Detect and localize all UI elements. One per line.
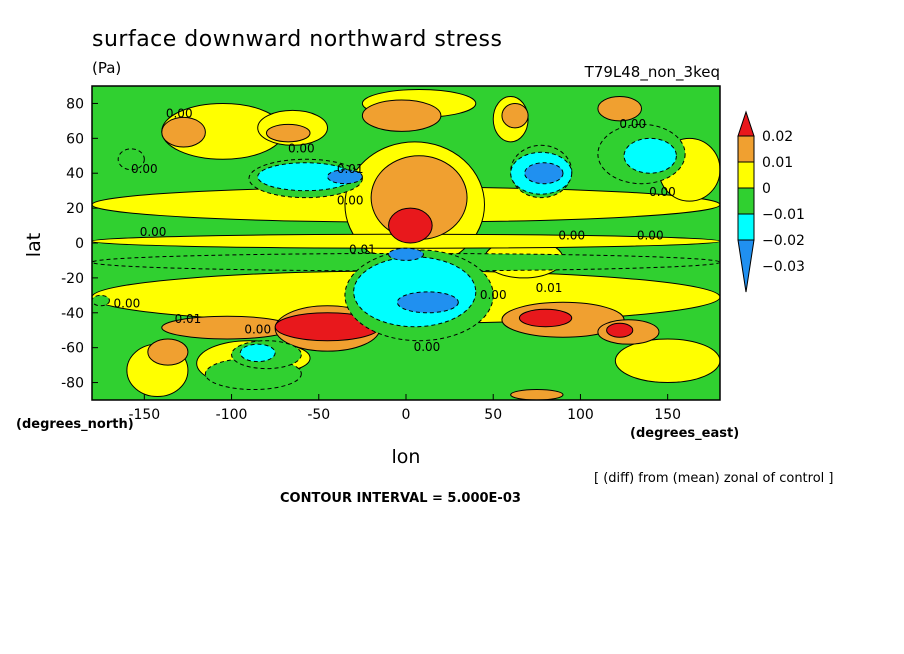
contour-region-31 (606, 322, 634, 338)
contour-interval: CONTOUR INTERVAL = 5.000E-03 (280, 491, 521, 506)
y-tick-label-2: 40 (66, 166, 84, 182)
colorbar-label-4: −0.02 (762, 233, 805, 249)
contour-label-3: 0.01 (337, 162, 364, 176)
y-tick-label-0: 80 (66, 96, 84, 112)
colorbar-label-2: 0 (762, 181, 771, 197)
x-tick-label-2: -50 (307, 407, 330, 423)
contour-region-45 (623, 137, 677, 174)
colorbar-top-arrow (737, 110, 755, 137)
y-tick-label-7: -60 (61, 341, 84, 357)
contour-label-6: 0.00 (558, 229, 585, 243)
contour-region-34 (396, 291, 459, 314)
contour-region-37 (239, 343, 276, 363)
colorbar-swatch-3 (737, 187, 755, 215)
contour-region-25 (501, 102, 529, 129)
y-units-label: (degrees_north) (16, 417, 134, 432)
colorbar-label-0: 0.02 (762, 129, 793, 145)
contour-region-27 (510, 389, 564, 400)
contour-region-5 (614, 338, 720, 384)
contour-region-17 (147, 338, 189, 366)
contour-region-22 (161, 116, 206, 148)
x-axis-label: lon (392, 446, 421, 468)
contour-region-26 (597, 95, 643, 122)
contour-region-24 (361, 99, 442, 132)
contour-label-2: 0.00 (288, 141, 315, 155)
chart-title: surface downward northward stress (92, 27, 502, 52)
contour-region-47 (92, 294, 110, 307)
contour-label-1: 0.00 (131, 162, 158, 176)
y-tick-label-4: 0 (75, 236, 84, 252)
x-tick-label-0: -150 (128, 407, 160, 423)
x-tick-label-5: 100 (567, 407, 594, 423)
contour-field (92, 86, 720, 400)
x-tick-label-3: 0 (402, 407, 411, 423)
y-axis-label: lat (23, 233, 45, 257)
x-tick-label-1: -100 (216, 407, 248, 423)
y-tick-label-5: -20 (61, 271, 84, 287)
y-axis: 80 60 40 20 0 -20 -40 -60 -80 (61, 96, 98, 392)
run-label: T79L48_non_3keq (584, 63, 720, 82)
y-tick-label-6: -40 (61, 306, 84, 322)
contour-region-46 (117, 148, 145, 171)
colorbar-label-3: −0.01 (762, 207, 805, 223)
contour-region-35 (388, 247, 424, 261)
colorbar: 0.02 0.01 0 −0.01 −0.02 −0.03 (737, 110, 805, 293)
x-axis: -150 -100 -50 0 50 100 150 (128, 394, 681, 423)
x-tick-label-4: 50 (484, 407, 502, 423)
colorbar-bottom-arrow (737, 239, 755, 293)
colorbar-swatch-2 (737, 161, 755, 189)
diff-note: [ (diff) from (mean) zonal of control ] (594, 471, 833, 486)
contour-label-4: 0.00 (337, 194, 364, 208)
contour-labels: 0.00 0.00 0.00 0.01 0.00 0.00 0.00 0.00 0.00 0.00… (114, 106, 676, 354)
contour-label-9: 0.00 (649, 185, 676, 199)
x-units-label: (degrees_east) (630, 426, 739, 441)
colorbar-swatch-1 (737, 135, 755, 163)
contour-label-14: 0.01 (536, 281, 563, 295)
contour-label-7: 0.00 (637, 229, 664, 243)
y-tick-label-8: -80 (61, 376, 84, 392)
contour-label-8: 0.00 (619, 117, 646, 131)
contour-region-40 (327, 169, 363, 185)
contour-label-12: 0.01 (175, 312, 202, 326)
contour-region-28 (388, 207, 433, 244)
units-label: (Pa) (92, 59, 121, 77)
contour-label-10: 0.01 (349, 242, 376, 256)
contour-region-23 (265, 123, 311, 143)
contour-region-33 (353, 256, 477, 328)
y-tick-label-3: 20 (66, 201, 84, 217)
colorbar-label-1: 0.01 (762, 155, 793, 171)
colorbar-swatch-4 (737, 213, 755, 241)
contour-label-11: 0.00 (114, 297, 141, 311)
contour-label-0: 0.00 (166, 106, 193, 120)
x-tick-label-6: 150 (654, 407, 681, 423)
contour-region-30 (518, 308, 573, 328)
colorbar-label-5: −0.03 (762, 259, 805, 275)
contour-label-16: 0.00 (414, 340, 441, 354)
y-tick-label-1: 60 (66, 131, 84, 147)
contour-label-15: 0.00 (480, 288, 507, 302)
contour-region-43 (524, 162, 564, 185)
contour-label-5: 0.00 (140, 225, 167, 239)
contour-label-13: 0.00 (244, 323, 271, 337)
